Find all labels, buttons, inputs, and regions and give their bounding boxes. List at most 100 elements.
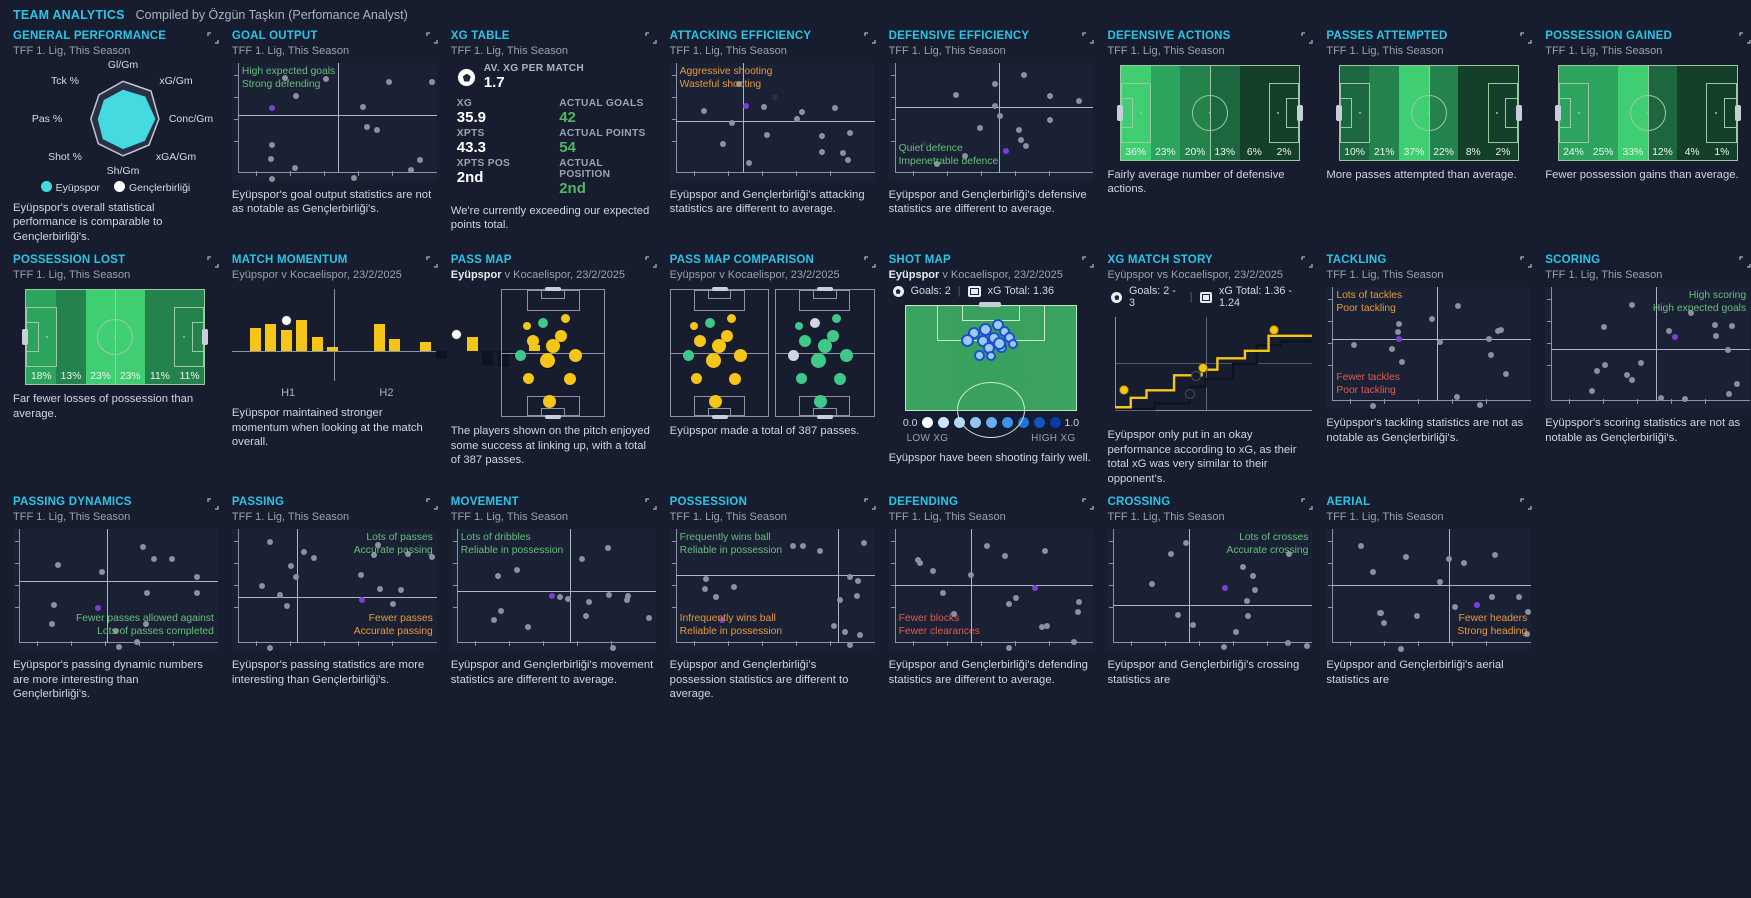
expand-icon[interactable] (1301, 497, 1313, 510)
panel-defending[interactable]: DEFENDING TFF 1. Lig, This Season Fewer b… (888, 490, 1108, 705)
data-point (1071, 638, 1078, 645)
annotation-line: Lots of passes completed (97, 626, 214, 638)
expand-icon[interactable] (1301, 31, 1313, 44)
panel-subtitle: TFF 1. Lig, This Season (888, 511, 1006, 524)
data-point (1492, 552, 1499, 559)
data-point (385, 79, 392, 86)
expand-icon[interactable] (1082, 255, 1095, 269)
panel-possession-lost[interactable]: POSSESSION LOST TFF 1. Lig, This Season 1… (13, 248, 232, 490)
expand-icon[interactable] (207, 255, 219, 269)
panel-crossing[interactable]: CROSSING TFF 1. Lig, This Season Lots of … (1107, 490, 1326, 705)
panel-xg-table[interactable]: XG TABLE TFF 1. Lig, This Season AV. XG P… (451, 24, 670, 248)
data-point-highlighted (268, 105, 275, 112)
annotation-bottom: Fewer passes allowed against Lots of pass… (76, 613, 214, 639)
panel-possession-gained[interactable]: POSSESSION GAINED TFF 1. Lig, This Season… (1545, 24, 1751, 248)
expand-icon[interactable] (207, 31, 219, 44)
panel-defensive-actions[interactable]: DEFENSIVE ACTIONS TFF 1. Lig, This Season… (1107, 24, 1326, 248)
momentum-bar (497, 351, 509, 368)
panel-scoring[interactable]: SCORING TFF 1. Lig, This Season High scor… (1545, 248, 1751, 490)
expand-icon[interactable] (426, 255, 438, 269)
data-point (842, 629, 849, 636)
low-xg-label: LOW XG (906, 433, 949, 445)
data-point (1244, 612, 1251, 619)
x-axis (675, 642, 875, 644)
panel-possession[interactable]: POSSESSION TFF 1. Lig, This Season Freque… (669, 490, 889, 705)
expand-icon[interactable] (645, 31, 657, 44)
data-point (1437, 339, 1444, 346)
data-point (844, 157, 851, 164)
data-point (586, 598, 593, 605)
expand-icon[interactable] (426, 31, 438, 44)
goal-marker-icon (1269, 325, 1280, 336)
panel-defensive-efficiency[interactable]: DEFENSIVE EFFICIENCY TFF 1. Lig, This Sea… (888, 24, 1108, 248)
mean-line-horizontal (237, 597, 437, 599)
pass-map-node (832, 313, 842, 323)
panel-pass-map-comparison[interactable]: PASS MAP COMPARISON Eyüpspor v Kocaelispo… (669, 248, 889, 490)
expand-icon[interactable] (645, 497, 657, 510)
match-meta: Goals: 2 - 3 | xG Total: 1.36 - 1.24 (1107, 285, 1312, 309)
pass-map-node (542, 394, 556, 408)
expand-icon[interactable] (863, 255, 876, 269)
data-point-highlighted (94, 604, 101, 611)
panel-subtitle: TFF 1. Lig, This Season (1107, 45, 1225, 57)
y-axis (675, 63, 677, 173)
expand-icon[interactable] (863, 31, 876, 44)
panel-xg-match-story[interactable]: XG MATCH STORY Eyüpspor vs Kocaelispor, 2… (1107, 248, 1326, 490)
expand-icon[interactable] (1082, 497, 1095, 510)
data-point (360, 103, 367, 110)
pitch-zone: 8% (1458, 66, 1489, 160)
expand-icon[interactable] (207, 497, 219, 510)
panel-general-performance[interactable]: GENERAL PERFORMANCE TFF 1. Lig, This Seas… (13, 24, 232, 248)
data-point (799, 542, 806, 549)
expand-icon[interactable] (1082, 31, 1095, 44)
data-point-highlighted (358, 597, 365, 604)
expand-icon[interactable] (1520, 31, 1532, 44)
expand-icon[interactable] (1520, 497, 1532, 510)
data-point (1589, 387, 1596, 394)
panel-match-momentum[interactable]: MATCH MOMENTUM Eyüpspor v Kocaelispor, 23… (231, 248, 556, 490)
panel-caption: More passes attempted than average. (1326, 169, 1517, 181)
panel-shot-map[interactable]: SHOT MAP Eyüpspor v Kocaelispor, 23/2/202… (889, 248, 1108, 490)
panel-goal-output[interactable]: GOAL OUTPUT TFF 1. Lig, This Season High … (231, 24, 451, 248)
zone-percentage: 2% (1276, 147, 1292, 158)
panel-aerial[interactable]: AERIAL TFF 1. Lig, This Season Fewer head… (1326, 490, 1545, 705)
expand-icon[interactable] (426, 497, 438, 510)
data-point (1377, 610, 1384, 617)
momentum-bar (482, 351, 494, 365)
panel-passing-dynamics[interactable]: PASSING DYNAMICS TFF 1. Lig, This Season … (13, 490, 232, 705)
panel-attacking-efficiency[interactable]: ATTACKING EFFICIENCY TFF 1. Lig, This Sea… (669, 24, 889, 248)
data-point (292, 92, 299, 99)
data-point (730, 584, 737, 591)
expand-icon[interactable] (863, 497, 876, 510)
shot-marker (1008, 338, 1019, 349)
expand-icon[interactable] (1739, 255, 1751, 269)
stat-value: 2nd (456, 169, 484, 186)
data-point-highlighted (1396, 336, 1402, 343)
mean-line-horizontal (1332, 585, 1532, 587)
mean-line-horizontal (19, 581, 218, 583)
pass-map-node (728, 372, 741, 385)
data-point (281, 75, 288, 82)
half-label: H1 (281, 387, 296, 400)
expand-icon[interactable] (645, 255, 657, 269)
goal-marker-icon (1191, 371, 1202, 382)
panel-movement[interactable]: MOVEMENT TFF 1. Lig, This Season Lots of … (450, 490, 670, 705)
data-point (139, 544, 146, 551)
expand-icon[interactable] (1739, 31, 1751, 44)
panel-title-defending: DEFENDING (888, 496, 959, 509)
panel-passing[interactable]: PASSING TFF 1. Lig, This Season Lots of p… (231, 490, 451, 705)
x-axis (1113, 642, 1313, 644)
data-point (1711, 322, 1718, 329)
panel-subtitle: Eyüpspor vs Kocaelispor, 23/2/2025 (1107, 269, 1283, 282)
data-point (854, 592, 860, 599)
panel-pass-map[interactable]: PASS MAP Eyüpspor v Kocaelispor, 23/2/202… (451, 248, 670, 490)
panel-tackling[interactable]: TACKLING TFF 1. Lig, This Season Lots of … (1326, 248, 1545, 490)
pass-map-node (810, 318, 821, 329)
expand-icon[interactable] (1301, 255, 1313, 269)
panel-subtitle: Eyüpspor v Kocaelispor, 23/2/2025 (231, 269, 402, 282)
expand-icon[interactable] (1520, 255, 1532, 269)
pass-map-node (563, 372, 576, 385)
panel-passes-attempted[interactable]: PASSES ATTEMPTED TFF 1. Lig, This Season … (1326, 24, 1545, 248)
pass-map-node (795, 373, 807, 385)
pass-map-node (795, 321, 804, 330)
